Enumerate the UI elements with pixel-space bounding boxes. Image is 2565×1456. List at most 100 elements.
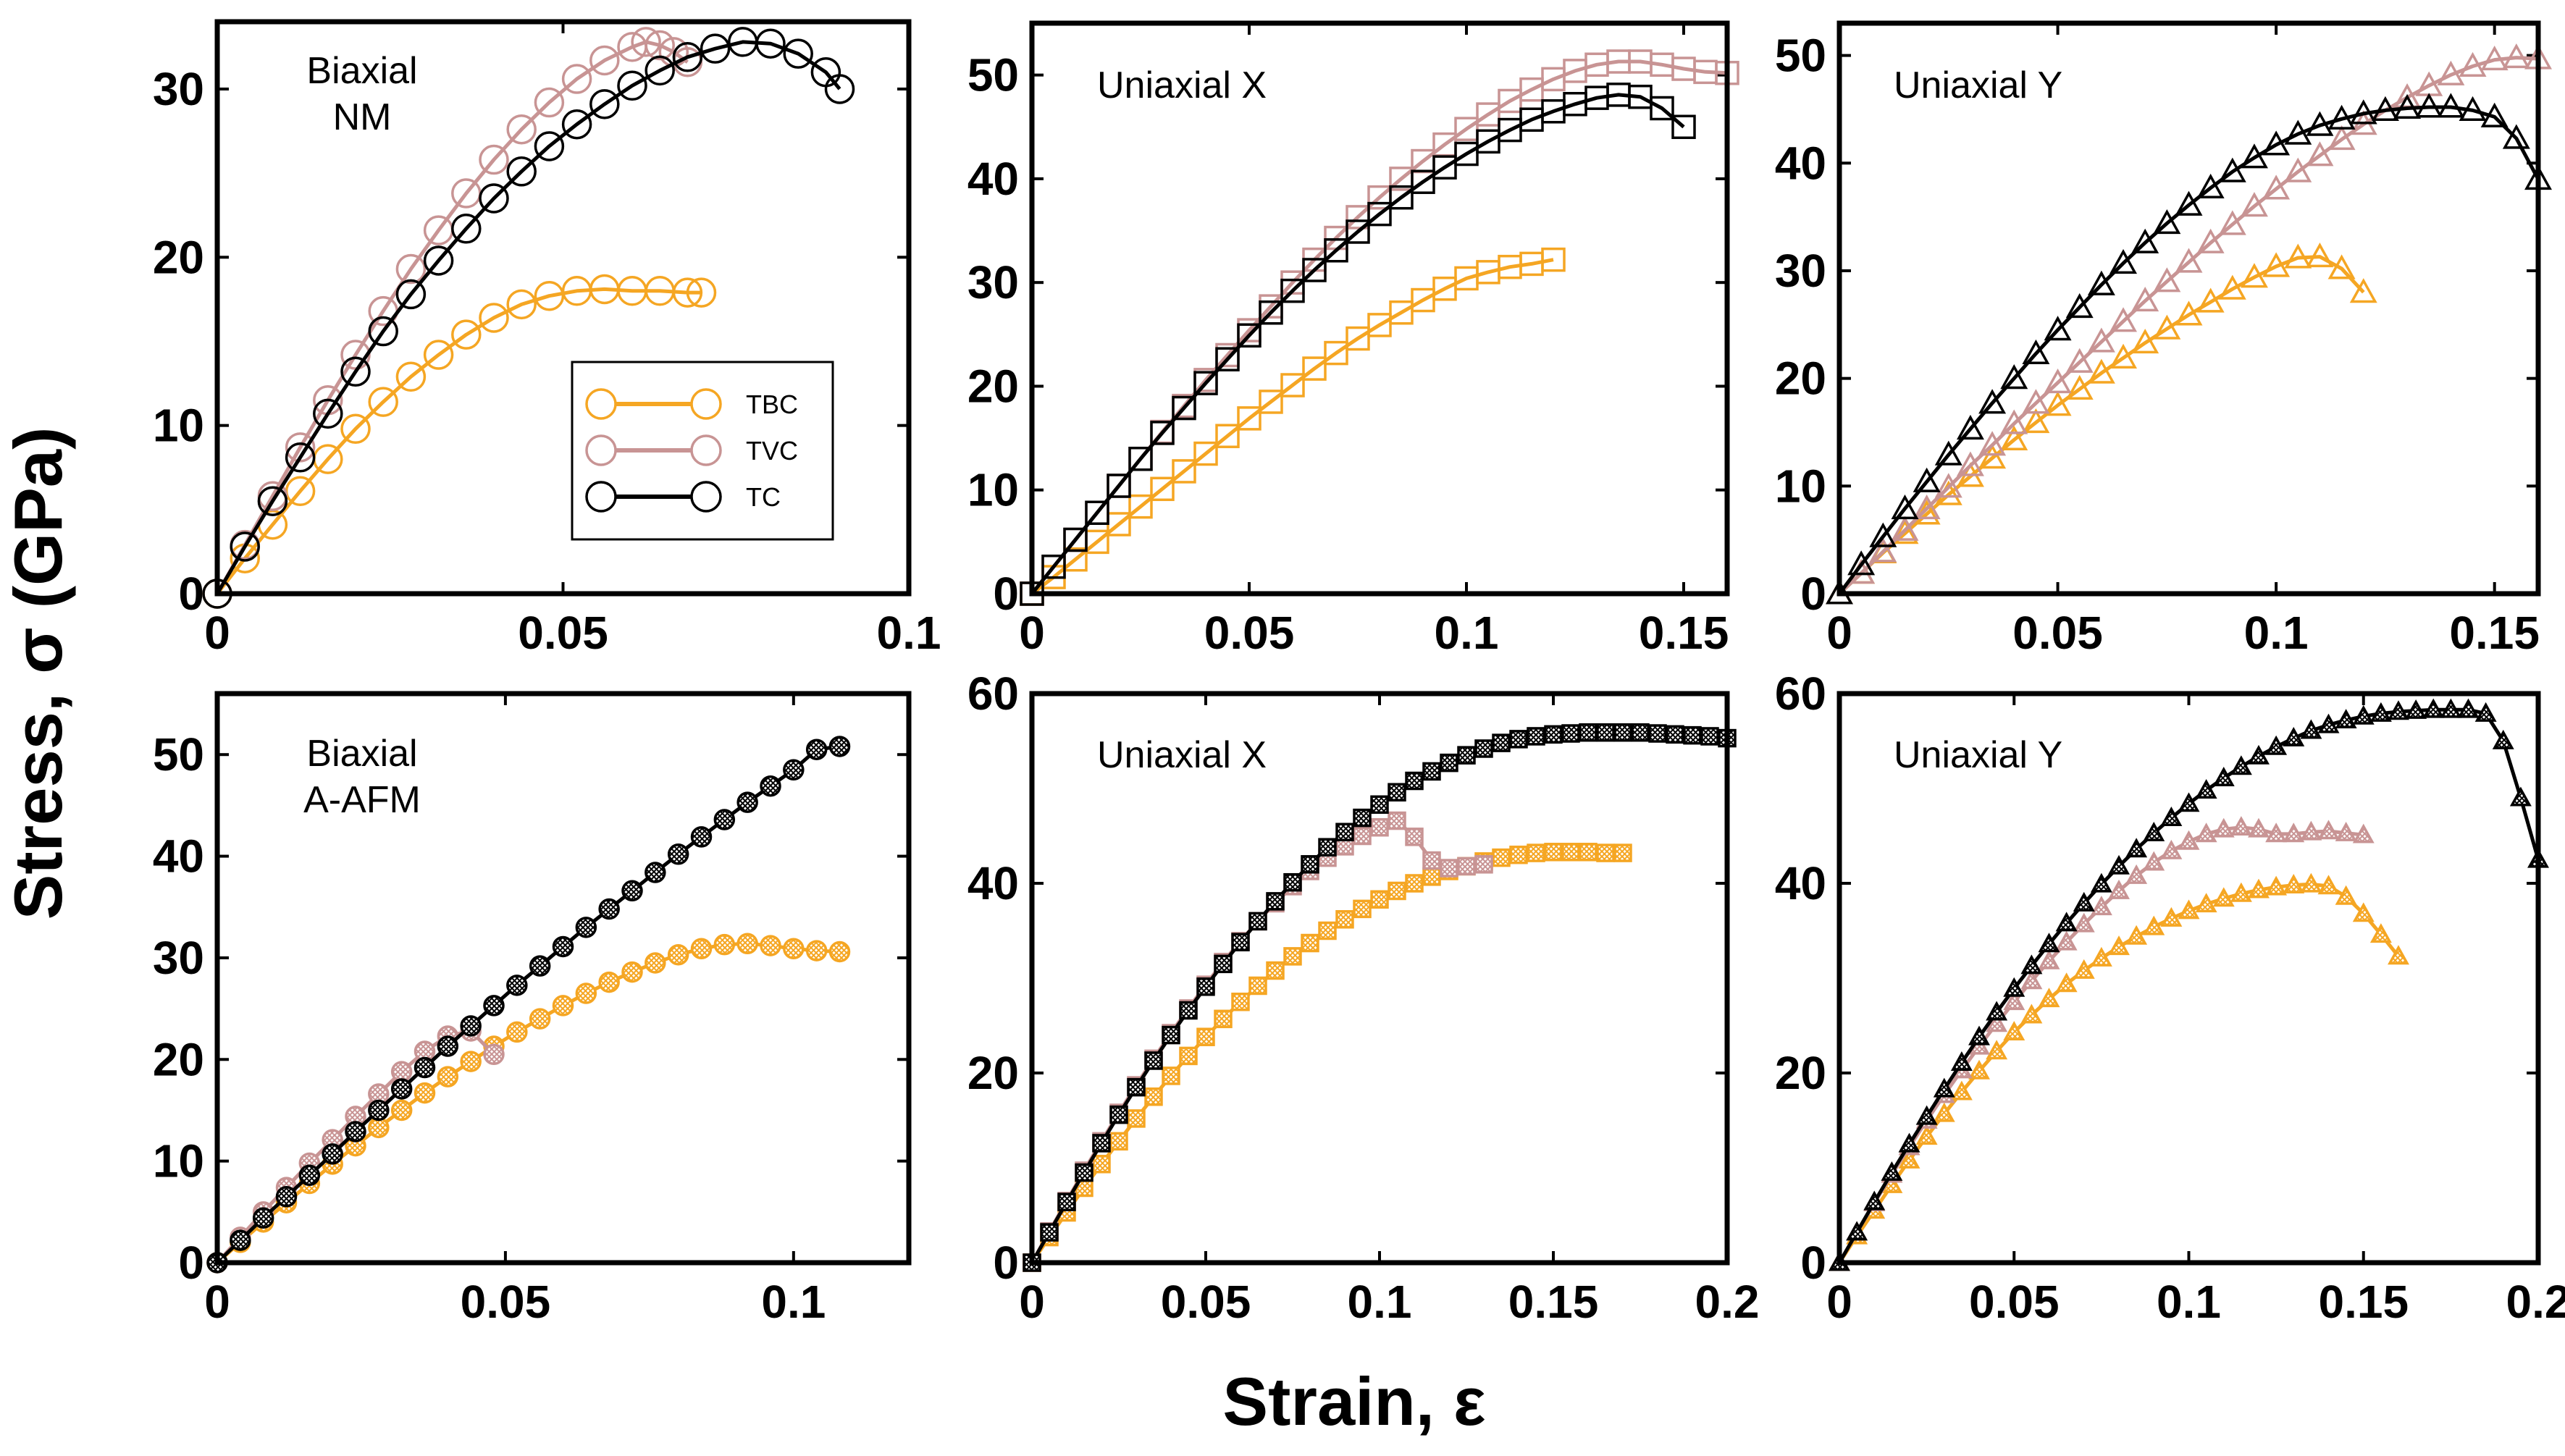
legend-marker-TVC (585, 434, 617, 466)
data-point-TVC (1476, 102, 1500, 127)
data-point-TC (736, 791, 758, 813)
data-point-TBC (1335, 910, 1354, 929)
y-tick-label: 50 (967, 49, 1019, 101)
data-point-TC (2087, 270, 2115, 295)
data-point-TBC (1509, 845, 1528, 864)
data-point-TBC (1237, 406, 1261, 431)
data-point-TBC (2000, 425, 2028, 450)
data-point-TVC (1956, 451, 1984, 476)
data-point-TC (2283, 726, 2305, 746)
data-point-TC (575, 917, 597, 938)
data-point-TC (1898, 1132, 1920, 1153)
data-point-TC (1492, 733, 1511, 752)
data-point-TC (395, 279, 427, 310)
data-point-TBC (2218, 274, 2246, 300)
data-point-TBC (2212, 887, 2235, 907)
data-point-TBC (2248, 878, 2270, 899)
data-point-TBC (575, 982, 597, 1004)
x-tick-label: 0.2 (1695, 1276, 1760, 1328)
data-point-TBC (1302, 356, 1327, 381)
data-point-TVC (2125, 864, 2148, 884)
data-point-TC (824, 74, 855, 104)
x-tick-label: 0 (1826, 1276, 1852, 1328)
data-point-TBC (1196, 1027, 1215, 1046)
data-point-TC (2196, 173, 2225, 199)
data-point-TC (1179, 1001, 1198, 1020)
x-tick-label: 0.1 (1435, 607, 1499, 659)
data-point-TVC (1891, 516, 1919, 541)
data-point-TC (1454, 141, 1479, 167)
data-point-TC (1579, 723, 1598, 742)
data-point-TBC (690, 938, 713, 960)
data-point-TBC (2327, 254, 2356, 279)
data-point-TBC (1318, 921, 1337, 940)
x-tick-label: 0.05 (1161, 1276, 1251, 1328)
legend-marker-TVC (690, 434, 722, 466)
data-point-TVC (2352, 823, 2375, 843)
data-point-TBC (1353, 899, 1372, 919)
series-line-TC (216, 744, 840, 1264)
data-point-TC (1266, 892, 1285, 911)
data-point-TC (1422, 762, 1441, 781)
data-point-TVC (1474, 855, 1493, 874)
data-point-TC (1527, 727, 1545, 746)
data-point-TC (672, 42, 703, 72)
series-group (1023, 723, 1737, 1272)
data-point-TC (2038, 933, 2060, 953)
data-point-TVC (2073, 912, 2095, 933)
data-point-TC (1915, 1105, 1938, 1125)
data-point-TC (2000, 364, 2028, 390)
y-tick-label: 40 (153, 830, 204, 883)
y-tick-label: 0 (178, 1237, 204, 1289)
data-point-TVC (2195, 822, 2217, 843)
data-point-TVC (1454, 117, 1479, 141)
data-point-TBC (368, 387, 398, 417)
data-point-TC (2109, 248, 2138, 274)
data-point-TBC (479, 303, 509, 333)
data-point-TC (1324, 238, 1348, 263)
data-point-TC (2422, 698, 2445, 718)
data-point-TC (1237, 323, 1261, 348)
data-point-TVC (2502, 43, 2530, 69)
data-point-TC (598, 898, 620, 920)
series-line-TC (1838, 105, 2540, 595)
y-tick-label: 60 (1775, 668, 1826, 720)
legend-marker-TC (585, 481, 617, 513)
data-point-TC (1666, 725, 1684, 744)
series-group (206, 736, 851, 1274)
data-point-TC (2388, 700, 2409, 720)
data-point-TVC (2262, 174, 2291, 200)
plot-frame (214, 691, 912, 1266)
data-point-TC (783, 38, 813, 69)
y-tick-label: 30 (1775, 245, 1826, 297)
series-group (1020, 49, 1739, 606)
y-tick-label: 20 (967, 360, 1019, 412)
series-line-TC (1030, 93, 1685, 595)
data-point-TVC (561, 64, 592, 94)
y-tick-label: 0 (178, 568, 204, 620)
data-point-TVC (395, 253, 427, 285)
x-tick-label: 0 (204, 1276, 230, 1328)
data-point-TBC (2125, 925, 2148, 945)
data-point-TC (1847, 550, 1876, 576)
data-point-TBC (1092, 1155, 1111, 1174)
data-point-TC (1085, 500, 1109, 525)
data-point-TBC (2003, 1021, 2025, 1041)
legend-label-TC: TC (746, 482, 781, 512)
data-point-TC (2248, 744, 2270, 765)
data-point-TBC (1193, 441, 1218, 466)
y-tick-label: 10 (153, 1135, 204, 1187)
data-point-TBC (460, 1051, 482, 1072)
data-point-TC (1968, 1025, 1990, 1045)
data-point-TVC (2020, 969, 2043, 990)
data-point-TBC (1266, 961, 1285, 980)
data-point-TBC (390, 1099, 413, 1122)
data-point-TBC (1231, 993, 1250, 1011)
data-point-TC (617, 70, 647, 101)
data-point-TC (1596, 723, 1615, 742)
data-point-TBC (1492, 848, 1511, 867)
x-tick-label: 0.1 (2157, 1276, 2221, 1328)
data-point-TVC (2065, 348, 2094, 373)
data-point-TC (2265, 735, 2288, 755)
data-point-TVC (2153, 267, 2181, 293)
